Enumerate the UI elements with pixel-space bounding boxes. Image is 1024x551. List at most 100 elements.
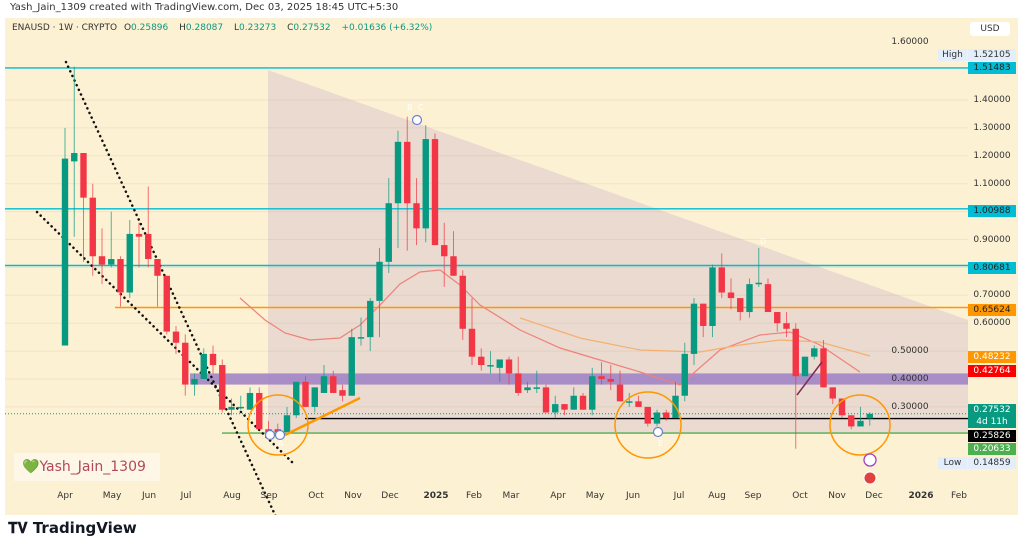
candle-body — [792, 328, 799, 377]
author-watermark: 💚Yash_Jain_1309 — [14, 453, 160, 481]
time-tick-label: Sep — [260, 491, 278, 501]
candle-body — [783, 323, 790, 329]
price-label: 0.65624 — [968, 304, 1016, 316]
tradingview-logo[interactable]: 𝐓𝐕 TradingView — [8, 519, 137, 537]
candle-body — [219, 365, 226, 410]
price-tick-label: 0.50000 — [891, 346, 929, 357]
time-tick-label: 2025 — [423, 491, 449, 501]
candle-body — [237, 406, 244, 409]
time-tick-label: Sep — [744, 491, 762, 501]
time-tick-label: Feb — [951, 491, 967, 501]
trendline-purple — [796, 361, 823, 396]
candle-body — [838, 398, 846, 416]
candle-body — [228, 406, 235, 410]
price-label-tag: Low — [938, 457, 967, 469]
highlight-circle — [247, 394, 309, 456]
pattern-point-marker — [274, 429, 286, 441]
candle-body — [579, 395, 587, 410]
currency-selector[interactable]: USD — [970, 22, 1010, 36]
candle-body — [727, 292, 735, 299]
candle-body — [256, 392, 263, 430]
candle-body — [154, 259, 161, 276]
price-label-value: 0.14859 — [973, 458, 1011, 468]
candle-body — [635, 401, 642, 407]
price-label-value: 0.27532 — [973, 405, 1011, 415]
price-tick-label: 0.60000 — [973, 318, 1011, 329]
candle-body — [200, 353, 207, 379]
candle-body — [293, 381, 300, 416]
candle-body — [820, 348, 827, 388]
time-tick-label: Jun — [141, 491, 157, 501]
price-label-value: 1.51483 — [973, 63, 1011, 73]
trendline-orange — [284, 396, 361, 437]
candle-body — [191, 379, 198, 385]
candle-body — [487, 365, 494, 367]
time-tick-label: Aug — [708, 491, 726, 501]
candle-body — [163, 275, 170, 332]
high-label: H — [179, 23, 186, 33]
candle-body — [441, 245, 448, 257]
channel-line-upper — [64, 60, 277, 515]
candle-body — [542, 387, 550, 413]
candle-body — [182, 342, 189, 385]
candle-body — [422, 139, 429, 229]
price-label-value: 0.42764 — [973, 366, 1011, 376]
candle-body — [348, 337, 355, 396]
high-value: 0.28087 — [185, 23, 224, 33]
candle-body — [653, 412, 661, 424]
candle-body — [80, 153, 87, 198]
price-tick-label: 0.90000 — [973, 234, 1011, 245]
candle-body — [801, 356, 809, 377]
price-label-value: 1.52105 — [973, 50, 1011, 60]
time-tick-label: 2026 — [908, 491, 934, 501]
candle-body — [681, 353, 688, 396]
chart-credit: Yash_Jain_1309 created with TradingView.… — [10, 2, 399, 13]
candle-body — [172, 331, 180, 343]
candle-body — [126, 233, 133, 293]
pattern-label: D — [760, 237, 766, 246]
ema-line-red — [239, 269, 861, 386]
price-label: 1.00988 — [968, 205, 1016, 217]
candle-body — [108, 259, 115, 265]
price-label: 0.14859 — [968, 457, 1016, 469]
time-tick-label: Dec — [381, 491, 399, 501]
candle-body — [71, 153, 78, 162]
candle-body — [145, 233, 152, 260]
price-label: 0.27532 4d 11h — [968, 404, 1016, 428]
candle-body — [570, 395, 577, 410]
time-tick-label: Jun — [625, 491, 641, 501]
lightning-event-icon — [863, 453, 877, 467]
price-label: 1.51483 — [968, 62, 1016, 74]
close-value: 0.27532 — [293, 23, 331, 33]
heart-icon: 💚 — [22, 459, 40, 475]
candle-body — [626, 401, 633, 403]
price-tick-label: 1.30000 — [973, 122, 1011, 133]
price-label-value: 0.48232 — [973, 352, 1011, 362]
price-tick-label: 1.40000 — [973, 95, 1011, 105]
time-tick-label: Feb — [466, 491, 482, 501]
highlight-circle — [829, 394, 891, 456]
price-label-value: 0.25826 — [973, 431, 1011, 441]
candle-body — [866, 413, 873, 419]
price-label-value: 0.80681 — [973, 263, 1011, 273]
time-tick-label: Apr — [550, 491, 566, 501]
symbol-label[interactable]: ENAUSD · 1W · CRYPTO — [12, 23, 118, 33]
price-label: 0.42764 — [968, 365, 1016, 377]
price-tick-label: 0.40000 — [891, 374, 929, 384]
candle-body — [496, 359, 503, 368]
candle-body — [367, 300, 374, 338]
time-tick-label: Jul — [180, 491, 192, 501]
time-tick-label: Mar — [502, 491, 520, 501]
price-label-value: 0.20633 — [973, 444, 1011, 454]
pattern-point-marker — [264, 429, 276, 441]
candle-body — [357, 337, 365, 339]
price-label: 0.80681 — [968, 262, 1016, 274]
ema-line-orange — [519, 317, 871, 357]
price-label: 0.48232 — [968, 351, 1016, 363]
candle-body — [376, 261, 383, 301]
pattern-label: C — [418, 103, 424, 112]
candle-body — [385, 203, 392, 262]
time-tick-label: May — [585, 491, 605, 501]
